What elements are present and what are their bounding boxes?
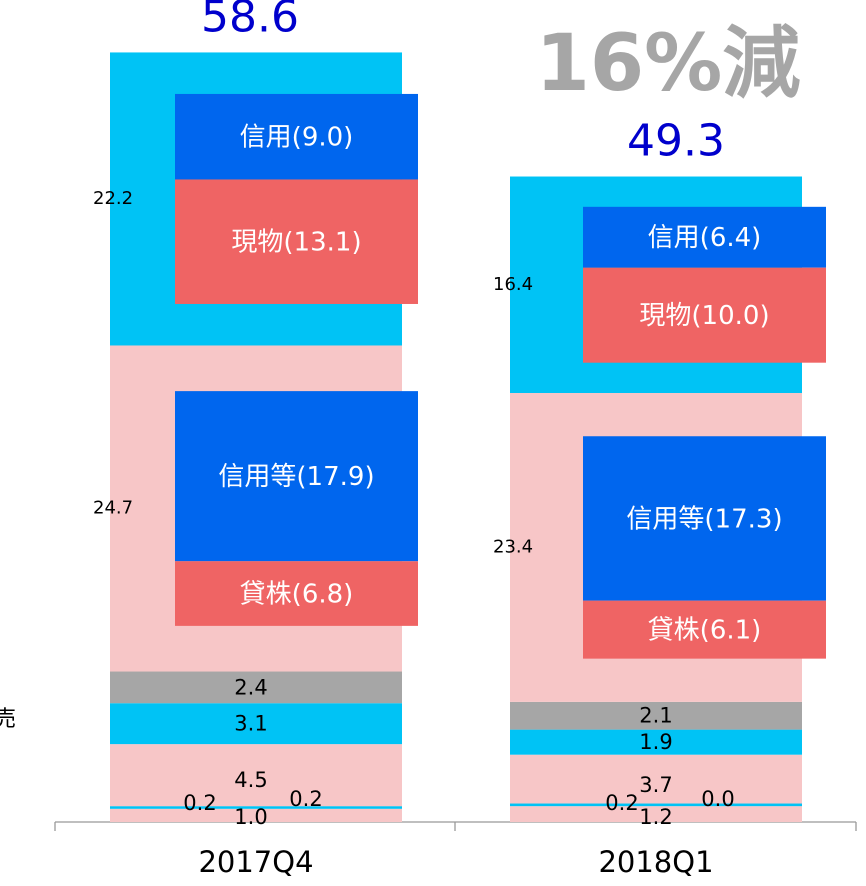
side-label-fragment: 売 <box>0 707 16 732</box>
segment-value-label: 22.2 <box>93 188 133 209</box>
bar-segment <box>110 671 402 704</box>
segment-value-label: 3.7 <box>639 773 672 797</box>
segment-value-label: 24.7 <box>93 498 133 519</box>
segment-value-label: 1.0 <box>234 805 267 829</box>
bar-segment <box>110 803 402 807</box>
breakdown-box <box>583 600 826 659</box>
bar-segment <box>110 806 402 809</box>
breakdown-label: 信用等(17.9) <box>218 462 374 492</box>
segment-value-label: 4.5 <box>234 768 267 792</box>
bar-segment <box>110 808 402 822</box>
breakdown-label: 現物(10.0) <box>639 301 769 331</box>
bar-segment <box>510 806 802 822</box>
segment-value-label: 2.1 <box>639 704 672 728</box>
breakdown-box <box>175 561 418 626</box>
breakdown-label: 貸株(6.8) <box>240 580 354 610</box>
bar-segment <box>510 803 802 807</box>
segment-value-label: 1.2 <box>639 805 672 829</box>
x-tick-label: 2018Q1 <box>598 845 713 879</box>
segment-value-label: 23.4 <box>493 536 533 557</box>
breakdown-label: 信用(6.4) <box>648 223 762 253</box>
segment-value-label: 0.2 <box>183 791 216 815</box>
segment-value-label: 0.2 <box>605 791 638 815</box>
breakdown-box <box>583 436 826 601</box>
bar-segment <box>510 729 802 755</box>
breakdown-label: 現物(13.1) <box>231 228 361 258</box>
segment-value-label: 1.9 <box>639 730 672 754</box>
breakdown-label: 貸株(6.1) <box>648 616 762 646</box>
segment-value-label: 16.4 <box>493 274 533 295</box>
total-label: 49.3 <box>627 116 725 167</box>
bar-segment <box>510 754 802 804</box>
bar-segment <box>110 703 402 745</box>
axis-layer <box>54 821 857 831</box>
breakdown-box <box>175 391 418 562</box>
breakdown-box <box>583 267 826 363</box>
segment-value-label: 0.2 <box>289 787 322 811</box>
bars-layer <box>110 52 826 822</box>
breakdown-label: 信用(9.0) <box>240 123 354 153</box>
breakdown-box <box>175 93 418 180</box>
bar-segment <box>110 744 402 804</box>
total-label: 58.6 <box>201 0 299 42</box>
segment-value-label: 0.0 <box>701 787 734 811</box>
breakdown-box <box>175 179 418 304</box>
x-tick-label: 2017Q4 <box>198 845 313 879</box>
breakdown-box <box>583 206 826 268</box>
bar-segment <box>510 701 802 730</box>
change-annotation: 16%減 <box>536 19 801 109</box>
segment-value-label: 2.4 <box>234 675 267 699</box>
segment-value-label: 3.1 <box>234 712 267 736</box>
breakdown-label: 信用等(17.3) <box>626 504 782 534</box>
labels-layer: 2017Q4 58.6 2018Q1 49.3 信用(9.0) 現物(13.1) 信用等(1… <box>93 0 783 879</box>
